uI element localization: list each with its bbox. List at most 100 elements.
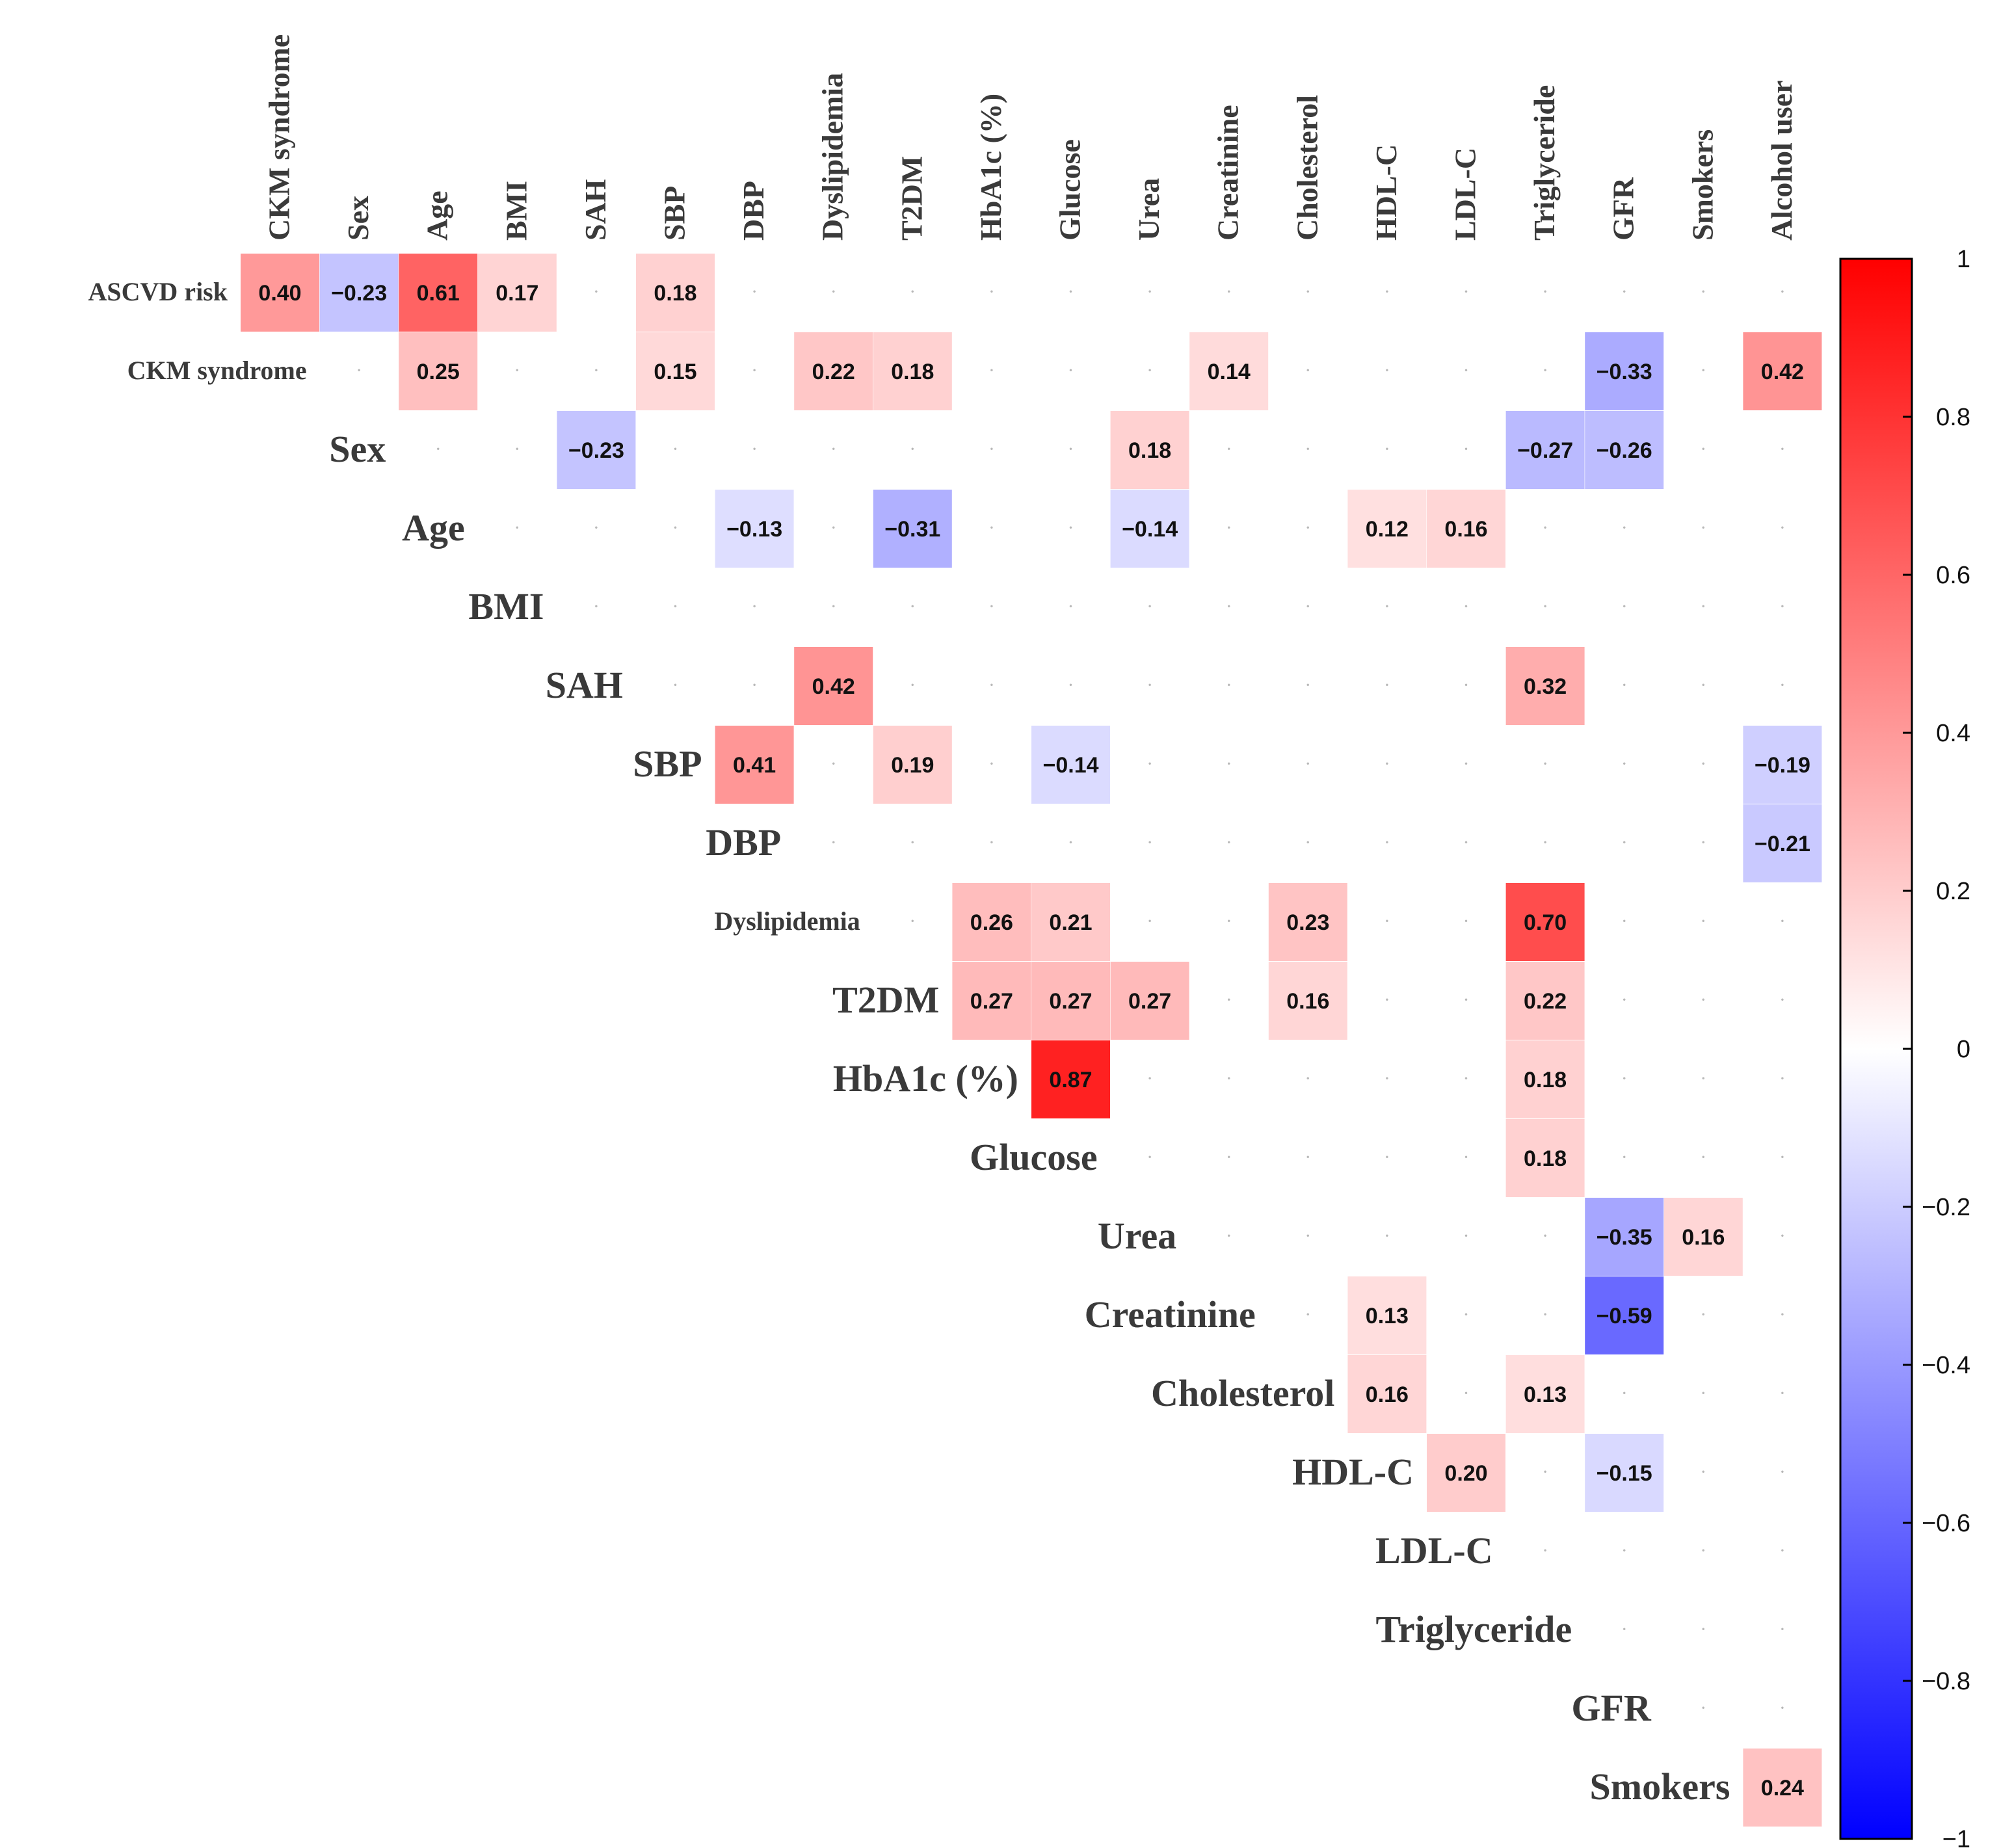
nonsignificant-dot: · <box>988 281 995 302</box>
nonsignificant-dot: · <box>1068 360 1074 381</box>
heatmap-cell <box>1031 1040 1110 1118</box>
cell-value-label: 0.16 <box>1286 989 1329 1014</box>
nonsignificant-dot: · <box>1305 360 1311 381</box>
nonsignificant-dot: · <box>1146 910 1153 932</box>
colorbar-tick-label: −0.6 <box>1922 1510 1970 1537</box>
nonsignificant-dot: · <box>1621 674 1628 696</box>
row-label: Sex <box>329 428 386 470</box>
column-label: Smokers <box>1686 129 1719 241</box>
nonsignificant-dot: · <box>1384 438 1390 460</box>
colorbar-tick-label: 0.4 <box>1936 720 1970 747</box>
row-label: Smokers <box>1590 1765 1730 1808</box>
heatmap-cell <box>873 332 952 410</box>
nonsignificant-dot: · <box>1542 596 1548 617</box>
colorbar-tick-label: 0.6 <box>1936 562 1970 589</box>
nonsignificant-dot: · <box>593 360 600 381</box>
nonsignificant-dot: · <box>1463 596 1470 617</box>
nonsignificant-dot: · <box>1779 989 1786 1010</box>
nonsignificant-dot: · <box>1146 360 1153 381</box>
nonsignificant-dot: · <box>1542 281 1548 302</box>
nonsignificant-dot: · <box>1700 1697 1706 1719</box>
nonsignificant-dot: · <box>1700 596 1706 617</box>
nonsignificant-dot: · <box>1384 1225 1390 1247</box>
cell-value-label: −0.14 <box>1122 517 1178 542</box>
heatmap-cell <box>873 726 952 804</box>
nonsignificant-dot: · <box>1463 438 1470 460</box>
colorbar-tick-label: 0 <box>1957 1036 1970 1063</box>
heatmap-cell <box>1110 962 1189 1040</box>
nonsignificant-dot: · <box>830 517 837 538</box>
nonsignificant-dot: · <box>1068 832 1074 853</box>
heatmap-cell <box>1743 804 1822 882</box>
cell-value-label: 0.40 <box>258 281 301 306</box>
nonsignificant-dot: · <box>909 910 916 932</box>
nonsignificant-dot: · <box>909 674 916 696</box>
heatmap-cell <box>1110 490 1189 568</box>
heatmap-cell <box>399 254 478 332</box>
nonsignificant-dot: · <box>1146 674 1153 696</box>
cell-value-label: −0.21 <box>1755 832 1810 856</box>
column-label: Dyslipidemia <box>816 73 849 241</box>
cell-value-label: 0.13 <box>1524 1382 1567 1407</box>
nonsignificant-dot: · <box>1068 596 1074 617</box>
cell-value-label: −0.31 <box>884 517 940 542</box>
cell-value-label: 0.87 <box>1049 1068 1092 1092</box>
nonsignificant-dot: · <box>1226 517 1232 538</box>
colorbar-tick-label: 0.2 <box>1936 878 1970 905</box>
nonsignificant-dot: · <box>1542 360 1548 381</box>
cell-value-label: 0.17 <box>496 281 538 306</box>
nonsignificant-dot: · <box>1700 674 1706 696</box>
heatmap-cell <box>1347 1355 1427 1433</box>
heatmap-cell <box>1031 962 1110 1040</box>
heatmap-cell <box>715 726 794 804</box>
nonsignificant-dot: · <box>1542 1461 1548 1483</box>
nonsignificant-dot: · <box>1226 989 1232 1010</box>
colorbar-tick-label: −0.4 <box>1922 1352 1970 1379</box>
heatmap-cell <box>477 254 557 332</box>
nonsignificant-dot: · <box>1621 1068 1628 1089</box>
cell-value-label: 0.13 <box>1366 1304 1409 1328</box>
cell-value-label: 0.19 <box>891 753 934 778</box>
row-label: Urea <box>1098 1215 1176 1257</box>
nonsignificant-dot: · <box>1146 1146 1153 1168</box>
heatmap-cell <box>241 254 319 332</box>
nonsignificant-dot: · <box>1621 989 1628 1010</box>
heatmap-cell <box>1585 1198 1664 1276</box>
nonsignificant-dot: · <box>1779 674 1786 696</box>
heatmap-cell <box>1585 332 1664 410</box>
cells-layer: 0.40 −0.23 0.61 0.17 · 0.18 · · · · · · · · · · · · · · · 0.2… <box>241 254 1822 1827</box>
column-label: Age <box>421 191 454 241</box>
heatmap-cell <box>1427 490 1505 568</box>
nonsignificant-dot: · <box>1305 596 1311 617</box>
nonsignificant-dot: · <box>1621 1382 1628 1404</box>
nonsignificant-dot: · <box>1384 281 1390 302</box>
nonsignificant-dot: · <box>514 360 520 381</box>
cell-value-label: 0.41 <box>733 753 776 778</box>
nonsignificant-dot: · <box>830 281 837 302</box>
nonsignificant-dot: · <box>988 674 995 696</box>
nonsignificant-dot: · <box>1305 517 1311 538</box>
nonsignificant-dot: · <box>909 596 916 617</box>
heatmap-cell <box>1585 411 1664 489</box>
nonsignificant-dot: · <box>1779 1540 1786 1561</box>
nonsignificant-dot: · <box>1700 281 1706 302</box>
cell-value-label: 0.61 <box>417 281 460 306</box>
nonsignificant-dot: · <box>1621 281 1628 302</box>
column-label: HDL-C <box>1370 144 1403 241</box>
heatmap-cell <box>1031 883 1110 961</box>
nonsignificant-dot: · <box>1226 281 1232 302</box>
heatmap-cell <box>1347 490 1427 568</box>
nonsignificant-dot: · <box>1621 1618 1628 1640</box>
heatmap-cell <box>1505 647 1585 725</box>
nonsignificant-dot: · <box>1700 1304 1706 1325</box>
nonsignificant-dot: · <box>1779 910 1786 932</box>
nonsignificant-dot: · <box>751 438 758 460</box>
heatmap-cell <box>399 332 478 410</box>
nonsignificant-dot: · <box>1146 753 1153 774</box>
nonsignificant-dot: · <box>1463 1068 1470 1089</box>
colorbar-tick-label: −0.8 <box>1922 1668 1970 1695</box>
cell-value-label: 0.42 <box>1761 360 1804 384</box>
heatmap-cell <box>1505 883 1585 961</box>
heatmap-cell <box>1585 1434 1664 1512</box>
